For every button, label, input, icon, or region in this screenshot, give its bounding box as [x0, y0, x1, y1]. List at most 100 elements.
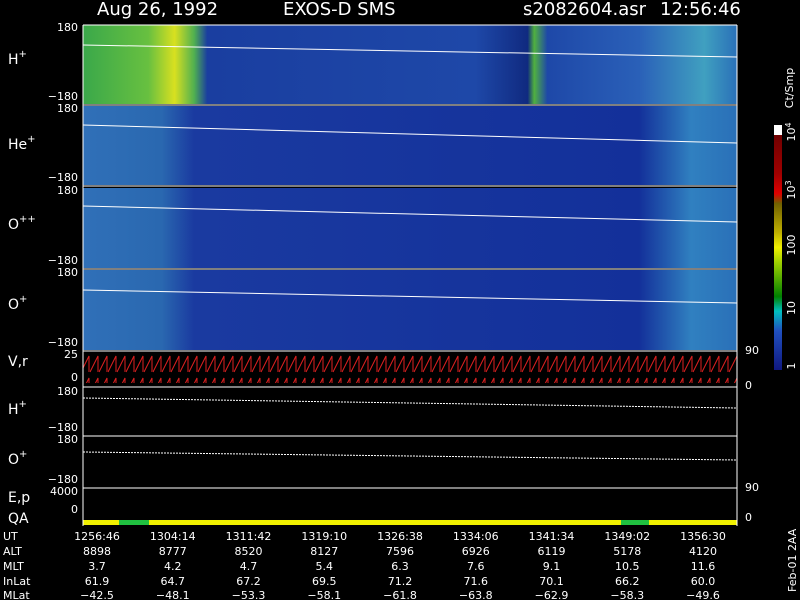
cell: 70.1 [539, 575, 564, 588]
cell: 6119 [538, 545, 566, 558]
y-tick-label: 180 [57, 385, 78, 398]
cell: −48.1 [156, 589, 190, 600]
y2-tick-label: 0 [745, 511, 752, 524]
cell: 10.5 [615, 560, 640, 573]
cell: 1319:10 [301, 530, 347, 543]
ion-charge: + [27, 134, 35, 145]
ion-name: H [8, 52, 19, 68]
cell: 4.2 [164, 560, 182, 573]
cell: 64.7 [161, 575, 186, 588]
cell: 3.7 [88, 560, 106, 573]
op-spectrogram [83, 270, 737, 350]
time: 12:56:46 [660, 0, 741, 20]
ion-name: O [8, 217, 19, 233]
colorbar-tick-label: 104 [784, 122, 799, 141]
y-tick-label: 180 [57, 433, 78, 446]
cell: 5178 [613, 545, 641, 558]
y-tick-label: 180 [57, 266, 78, 279]
tick-base: 10 [785, 128, 798, 142]
colorbar-tick-label: 103 [784, 180, 799, 199]
cell: −58.1 [307, 589, 341, 600]
row-label: MLT [3, 560, 24, 573]
cell: 1341:34 [529, 530, 575, 543]
ion-charge: + [19, 49, 27, 60]
cell: −42.5 [80, 589, 114, 600]
ion-name: He [8, 137, 27, 153]
cell: 1356:30 [680, 530, 726, 543]
vr-trace [83, 355, 737, 383]
h-spectrogram [83, 25, 737, 104]
cell: 1304:14 [150, 530, 196, 543]
cell: 66.2 [615, 575, 640, 588]
cell: 6.3 [391, 560, 409, 573]
cell: 71.2 [388, 575, 413, 588]
panel-label: O+ [8, 294, 27, 313]
panel-label: H+ [8, 399, 27, 418]
y-tick-label: 0 [71, 371, 78, 384]
cell: 11.6 [691, 560, 716, 573]
colorbar-tick-label: 100 [785, 235, 798, 256]
cell: 8520 [235, 545, 263, 558]
y-tick-label: −180 [48, 473, 78, 486]
cell: −62.9 [535, 589, 569, 600]
y-tick-label: −180 [48, 336, 78, 349]
colorbar-label: Ct/Smp [783, 68, 796, 108]
tick-base: 1 [785, 363, 798, 370]
trace [82, 397, 738, 409]
panel-label: H+ [8, 49, 27, 68]
panel-label: QA [8, 511, 29, 527]
y-tick-label: 180 [57, 102, 78, 115]
y-tick-label: −180 [48, 171, 78, 184]
cell: 8777 [159, 545, 187, 558]
tick-base: 10 [785, 301, 798, 315]
cell: 8898 [83, 545, 111, 558]
colorbar-tick-label: 10 [785, 301, 798, 315]
cell: 71.6 [464, 575, 489, 588]
y-tick-label: −180 [48, 421, 78, 434]
row-label: UT [3, 530, 18, 543]
ion-name: E,p [8, 490, 30, 506]
trace [82, 205, 738, 223]
tick-base: 10 [785, 186, 798, 200]
cell: 69.5 [312, 575, 337, 588]
ion-charge: + [19, 399, 27, 410]
y2-tick-label: 90 [745, 481, 759, 494]
ion-name: O [8, 452, 19, 468]
tick-exponent: 3 [784, 180, 793, 185]
trace [82, 44, 738, 58]
cell: 7.6 [467, 560, 485, 573]
cell: 1334:06 [453, 530, 499, 543]
ion-charge: + [19, 294, 27, 305]
ion-charge: ++ [19, 214, 36, 225]
trace [82, 451, 738, 461]
cell: 4.7 [240, 560, 258, 573]
he-spectrogram [83, 106, 737, 185]
footer: Feb-01 2AA [786, 528, 799, 592]
cell: 1256:46 [74, 530, 120, 543]
y-tick-label: 0 [71, 503, 78, 516]
cell: −49.6 [686, 589, 720, 600]
date: Aug 26, 1992 [97, 0, 218, 20]
cell: 6926 [462, 545, 490, 558]
qa-bar [83, 520, 737, 525]
ion-charge: + [19, 449, 27, 460]
y-tick-label: 180 [57, 184, 78, 197]
y-tick-label: 180 [57, 21, 78, 34]
opp-spectrogram [83, 188, 737, 268]
panel-label: O++ [8, 214, 36, 233]
row-label: InLat [3, 575, 31, 588]
y2-tick-label: 0 [745, 379, 752, 392]
tick-base: 100 [785, 235, 798, 256]
y2-tick-label: 90 [745, 344, 759, 357]
cell: 5.4 [316, 560, 334, 573]
plot-frame [82, 24, 782, 526]
qa-flag [621, 520, 649, 525]
ion-name: V,r [8, 354, 28, 370]
file-name: s2082604.asr [523, 0, 647, 20]
panel-label: O+ [8, 449, 27, 468]
cell: −58.3 [610, 589, 644, 600]
y-tick-label: 25 [64, 348, 78, 361]
qa-flag [119, 520, 149, 525]
cell: 9.1 [543, 560, 561, 573]
